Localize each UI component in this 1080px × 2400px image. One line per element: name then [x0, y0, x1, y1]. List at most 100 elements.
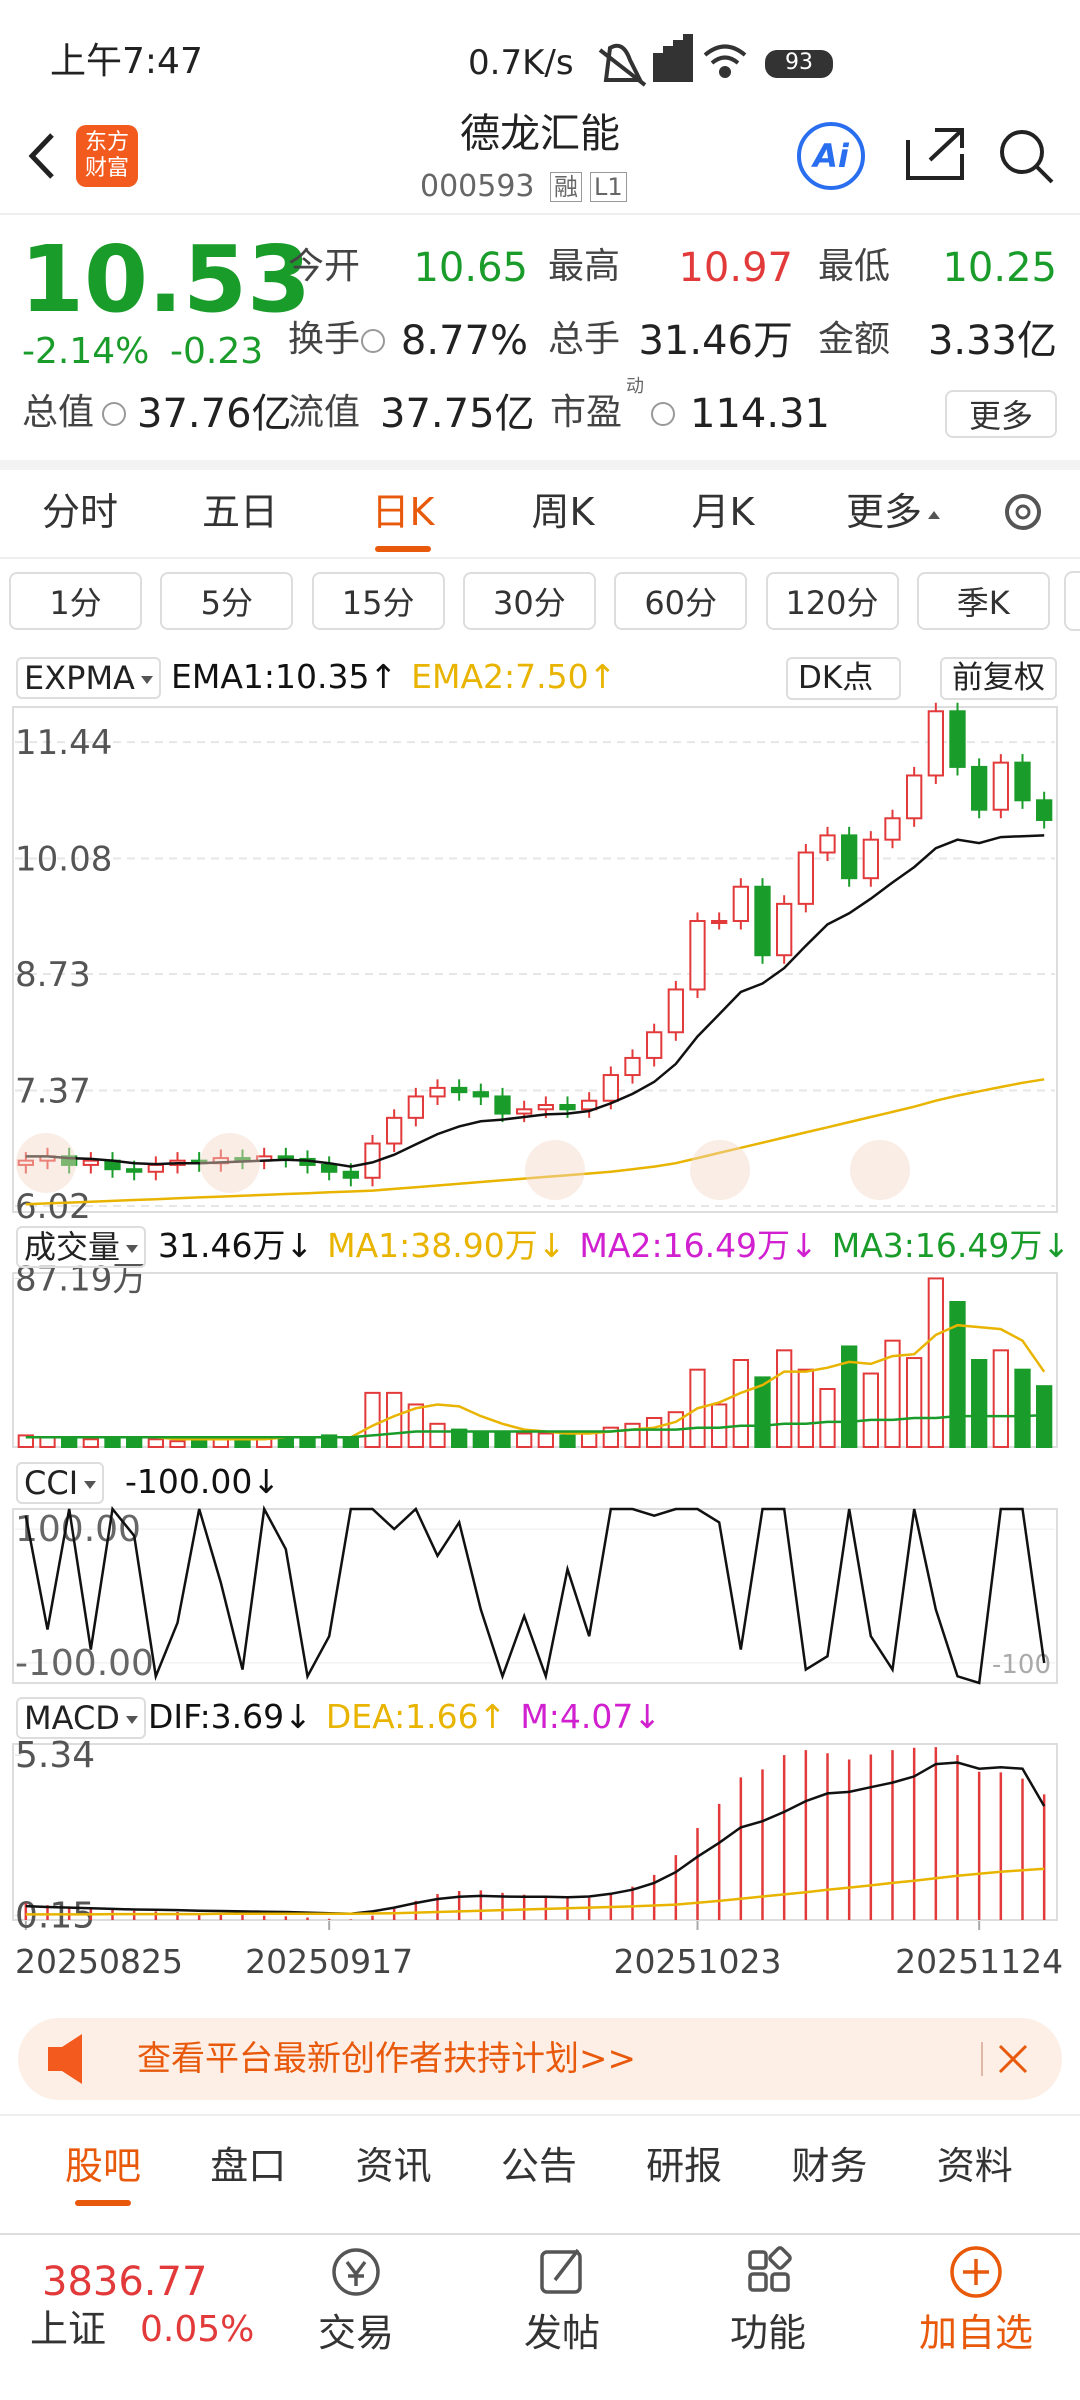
bottom-tab[interactable]: 研报 — [646, 2144, 723, 2188]
close-icon[interactable] — [998, 2044, 1028, 2074]
field-value: 10.97 — [678, 245, 793, 291]
adjust-button[interactable]: 前复权 — [940, 657, 1057, 700]
field-value: 37.75亿 — [380, 391, 535, 437]
ai-icon[interactable] — [797, 122, 865, 190]
tab[interactable]: 更多 — [823, 493, 963, 531]
field-sup: 动 — [626, 376, 644, 397]
banner[interactable] — [18, 2018, 1062, 2100]
volume-bar — [754, 1376, 771, 1449]
tab-underline — [375, 546, 431, 552]
indicator-select[interactable]: MACD — [16, 1697, 146, 1739]
search-icon[interactable] — [1000, 130, 1044, 174]
candle-body — [862, 838, 879, 880]
candle-body — [82, 1159, 99, 1166]
action[interactable]: 加自选 — [918, 2311, 1033, 2355]
field-label: 市盈 — [550, 392, 623, 433]
index-name: 上证 — [30, 2307, 107, 2351]
action[interactable]: 功能 — [729, 2311, 806, 2355]
x-tick-label: 20251124 — [895, 1942, 1063, 1981]
candle-body — [537, 1104, 554, 1111]
dk-button[interactable]: DK点 — [786, 657, 902, 700]
bottom-tab[interactable]: 资讯 — [355, 2144, 432, 2188]
tab[interactable]: 五日 — [201, 490, 278, 534]
period-button[interactable]: 30分 — [462, 572, 596, 630]
candle-body — [711, 919, 728, 924]
stock-name: 德龙汇能 — [460, 111, 620, 157]
candle-body — [61, 1155, 78, 1166]
legend-item: DEA:1.66↑ — [325, 1697, 507, 1736]
period-button[interactable]: 1分 — [9, 572, 142, 630]
action-icons — [332, 2246, 1002, 2298]
bottom-tab[interactable]: 财务 — [791, 2144, 868, 2188]
volume-bar — [147, 1438, 164, 1449]
x-tick-label: 20250917 — [245, 1942, 413, 1981]
volume-bar — [321, 1434, 338, 1449]
volume-bar — [494, 1430, 511, 1448]
status-time: 上午7:47 — [50, 41, 203, 82]
bottom-tab[interactable]: 盘口 — [210, 2144, 287, 2188]
bottom-tab[interactable]: 资料 — [936, 2144, 1013, 2188]
volume-bar — [776, 1349, 793, 1449]
bottom-tab[interactable]: 股吧 — [64, 2144, 141, 2188]
legend-item: 31.46万↓ — [158, 1226, 314, 1265]
panel-frame — [12, 1272, 1058, 1448]
candle-body — [906, 774, 923, 820]
net-speed: 0.7K/s — [468, 43, 574, 83]
field-label: 最低 — [818, 246, 891, 287]
candle-body — [689, 919, 706, 991]
period-button[interactable]: 季K — [916, 572, 1050, 630]
period-button — [1064, 571, 1080, 631]
indicator-select[interactable]: EXPMA — [16, 657, 161, 699]
legend-item: MA3:16.49万↓ — [831, 1226, 1071, 1265]
action[interactable]: 交易 — [317, 2311, 394, 2355]
field-value: 114.31 — [690, 391, 830, 437]
volume-bar — [126, 1436, 143, 1449]
bottom-tab[interactable]: 公告 — [500, 2144, 577, 2188]
volume-bar — [537, 1432, 554, 1449]
battery: 93 — [785, 50, 813, 75]
more-button[interactable]: 更多 — [945, 390, 1057, 438]
tab[interactable]: 日K — [371, 490, 435, 534]
tab[interactable]: 分时 — [41, 490, 118, 534]
search-icon — [1035, 165, 1054, 184]
back-icon[interactable] — [28, 133, 54, 179]
indicator-select[interactable]: 成交量 — [16, 1226, 147, 1268]
indicator-select[interactable]: CCI — [16, 1462, 105, 1504]
dif-line — [25, 1761, 1046, 1916]
tab[interactable]: 月K — [691, 490, 755, 534]
volume-bar — [17, 1434, 34, 1449]
y-tick-label: 8.73 — [15, 955, 91, 995]
field-label: 流值 — [288, 392, 361, 433]
share-icon[interactable] — [906, 128, 964, 180]
volume-bar — [299, 1438, 316, 1449]
period-button[interactable]: 15分 — [311, 572, 445, 630]
field-label: 金额 — [818, 319, 891, 360]
tag: 融 — [550, 172, 582, 202]
tab[interactable]: 周K — [531, 490, 595, 534]
candle-body — [321, 1163, 338, 1173]
candle-body — [949, 710, 966, 768]
candle-body — [494, 1095, 511, 1115]
ai-label[interactable]: Ai — [813, 137, 849, 175]
period-button[interactable]: 5分 — [160, 572, 294, 630]
legend-item: -100.00↓ — [125, 1462, 281, 1501]
field-value: 10.65 — [413, 245, 528, 291]
field-label: 今开 — [288, 246, 361, 287]
action[interactable]: 发帖 — [523, 2311, 600, 2355]
panel-frame — [12, 706, 1058, 1213]
field-label: 总值 — [22, 392, 95, 433]
volume-bar — [862, 1372, 879, 1448]
candle-body — [342, 1170, 359, 1179]
logo-text: 财富 — [84, 156, 129, 181]
x-tick-label: 20250825 — [15, 1942, 183, 1981]
period-button[interactable]: 120分 — [765, 572, 899, 630]
candle-body — [17, 1159, 34, 1166]
settings-icon[interactable] — [1005, 494, 1041, 530]
banner-text[interactable]: 查看平台最新创作者扶持计划>> — [137, 2039, 636, 2079]
period-button[interactable]: 60分 — [614, 572, 748, 630]
legend-item: EMA2:7.50↑ — [411, 657, 617, 696]
nav-button — [200, 1133, 260, 1193]
dea-line — [25, 1867, 1045, 1916]
candle-body — [776, 902, 793, 957]
